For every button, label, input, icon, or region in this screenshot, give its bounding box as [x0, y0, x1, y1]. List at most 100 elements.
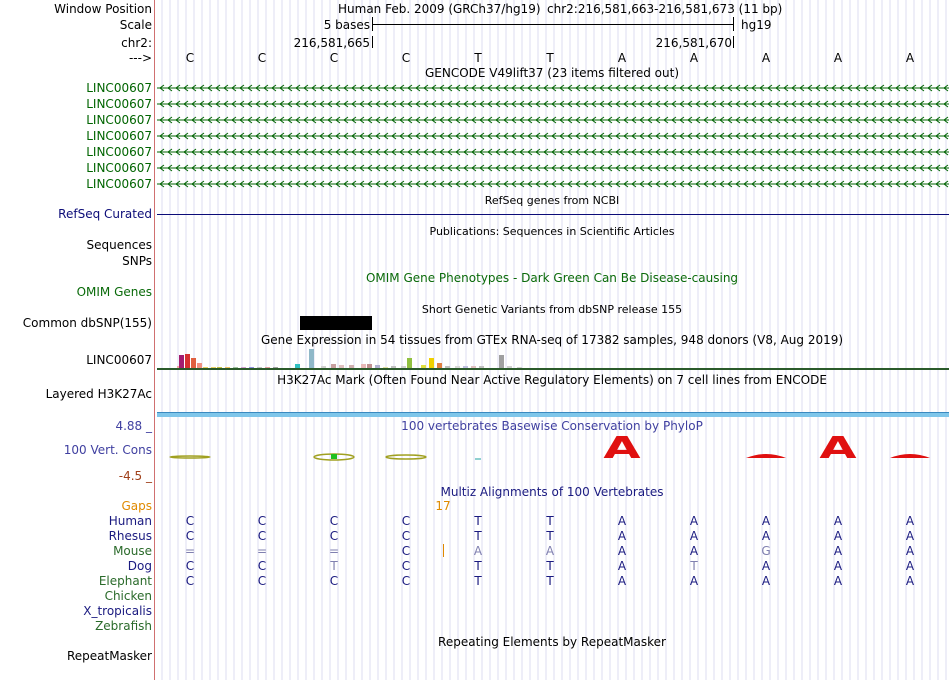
gtex-tissue-bar[interactable]: [375, 365, 380, 368]
gtex-tissue-bar[interactable]: [499, 355, 504, 368]
gencode-transcript[interactable]: [157, 99, 949, 109]
gtex-expression-bars[interactable]: [157, 345, 949, 371]
species-label[interactable]: Rhesus: [108, 529, 152, 543]
gtex-tissue-bar[interactable]: [309, 349, 314, 368]
gtex-tissue-bar[interactable]: [507, 366, 512, 368]
dbsnp-label[interactable]: Common dbSNP(155): [22, 316, 152, 330]
window-position-value[interactable]: chr2:216,581,663-216,581,673 (11 bp): [547, 2, 783, 16]
strand-chevron: [639, 148, 645, 156]
gtex-tissue-bar[interactable]: [383, 367, 388, 368]
strand-chevron: [727, 132, 733, 140]
phylop-label[interactable]: 100 Vert. Cons: [63, 443, 152, 457]
gtex-tissue-bar[interactable]: [295, 364, 300, 368]
snps-label[interactable]: SNPs: [122, 254, 152, 268]
gtex-tissue-bar[interactable]: [421, 365, 426, 368]
strand-chevron: [623, 132, 629, 140]
species-label[interactable]: Mouse: [113, 544, 152, 558]
strand-chevron: [391, 100, 397, 108]
gtex-tissue-bar[interactable]: [339, 365, 344, 368]
gencode-transcript[interactable]: [157, 115, 949, 125]
strand-chevron: [575, 84, 581, 92]
gtex-tissue-bar[interactable]: [179, 355, 184, 368]
gtex-tissue-bar[interactable]: [361, 364, 366, 368]
gencode-transcript[interactable]: [157, 83, 949, 93]
species-label[interactable]: Human: [108, 514, 152, 528]
strand-chevron: [639, 180, 645, 188]
gencode-transcript[interactable]: [157, 147, 949, 157]
gtex-tissue-bar[interactable]: [463, 366, 468, 368]
gtex-tissue-bar[interactable]: [273, 367, 278, 368]
h3k-signal[interactable]: [157, 412, 949, 417]
gencode-item-label[interactable]: LINC00607: [86, 177, 152, 191]
gtex-tissue-bar[interactable]: [437, 363, 442, 368]
strand-chevron: [567, 164, 573, 172]
gencode-item-label[interactable]: LINC00607: [86, 161, 152, 175]
gtex-tissue-bar[interactable]: [191, 358, 196, 368]
phylop-base-glyph: [385, 454, 427, 460]
gencode-transcript[interactable]: [157, 179, 949, 189]
strand-chevron: [943, 100, 949, 108]
pubs-track-title: Publications: Sequences in Scientific Ar…: [429, 225, 675, 238]
strand-chevron: [727, 116, 733, 124]
gtex-tissue-bar[interactable]: [203, 367, 208, 368]
species-label[interactable]: Chicken: [104, 589, 152, 603]
strand-chevron: [231, 100, 237, 108]
strand-chevron: [615, 148, 621, 156]
gtex-tissue-bar[interactable]: [407, 358, 412, 368]
species-label[interactable]: Zebrafish: [95, 619, 152, 633]
strand-chevron: [543, 132, 549, 140]
gtex-tissue-bar[interactable]: [455, 366, 460, 368]
gtex-tissue-bar[interactable]: [367, 364, 372, 368]
gtex-tissue-bar[interactable]: [241, 367, 246, 368]
gencode-item-label[interactable]: LINC00607: [86, 81, 152, 95]
h3k-label[interactable]: Layered H3K27Ac: [45, 387, 152, 401]
gencode-item-label[interactable]: LINC00607: [86, 113, 152, 127]
gtex-tissue-bar[interactable]: [471, 366, 476, 368]
gtex-tissue-bar[interactable]: [257, 367, 262, 368]
strand-chevron: [407, 180, 413, 188]
strand-chevron: [423, 148, 429, 156]
gencode-item-label[interactable]: LINC00607: [86, 129, 152, 143]
strand-chevron: [327, 116, 333, 124]
gtex-tissue-bar[interactable]: [265, 367, 270, 368]
gtex-label[interactable]: LINC00607: [86, 353, 152, 367]
strand-chevron: [359, 84, 365, 92]
gtex-tissue-bar[interactable]: [391, 366, 396, 368]
refseq-label[interactable]: RefSeq Curated: [58, 207, 152, 221]
gtex-tissue-bar[interactable]: [249, 367, 254, 368]
gaps-label[interactable]: Gaps: [121, 499, 152, 513]
refseq-gene-line[interactable]: [157, 214, 949, 215]
sequences-label[interactable]: Sequences: [86, 238, 152, 252]
gtex-tissue-bar[interactable]: [479, 366, 484, 368]
gtex-tissue-bar[interactable]: [233, 367, 238, 368]
species-label[interactable]: Elephant: [98, 574, 152, 588]
gtex-tissue-bar[interactable]: [445, 366, 450, 368]
strand-chevron: [303, 180, 309, 188]
gtex-tissue-bar[interactable]: [217, 367, 222, 368]
gencode-item-label[interactable]: LINC00607: [86, 145, 152, 159]
strand-chevron: [839, 132, 845, 140]
gencode-transcript[interactable]: [157, 131, 949, 141]
gtex-tissue-bar[interactable]: [429, 358, 434, 368]
gtex-tissue-bar[interactable]: [401, 366, 406, 368]
dbsnp-variant-block[interactable]: [300, 316, 372, 330]
gtex-tissue-bar[interactable]: [211, 367, 216, 368]
omim-label[interactable]: OMIM Genes: [76, 285, 152, 299]
gtex-tissue-bar[interactable]: [517, 367, 522, 368]
gencode-item-label[interactable]: LINC00607: [86, 97, 152, 111]
strand-chevron: [703, 164, 709, 172]
gtex-tissue-bar[interactable]: [197, 363, 202, 368]
strand-chevron: [551, 180, 557, 188]
repeat-label[interactable]: RepeatMasker: [66, 649, 152, 663]
gtex-tissue-bar[interactable]: [225, 367, 230, 368]
gtex-tissue-bar[interactable]: [349, 365, 354, 368]
gtex-tissue-bar[interactable]: [321, 366, 326, 368]
gtex-tissue-bar[interactable]: [331, 364, 336, 368]
gtex-tissue-bar[interactable]: [185, 354, 190, 368]
insertion-marker[interactable]: [443, 544, 444, 557]
species-label[interactable]: Dog: [127, 559, 152, 573]
species-label[interactable]: X_tropicalis: [83, 604, 152, 618]
strand-chevron: [743, 100, 749, 108]
gencode-transcript[interactable]: [157, 163, 949, 173]
